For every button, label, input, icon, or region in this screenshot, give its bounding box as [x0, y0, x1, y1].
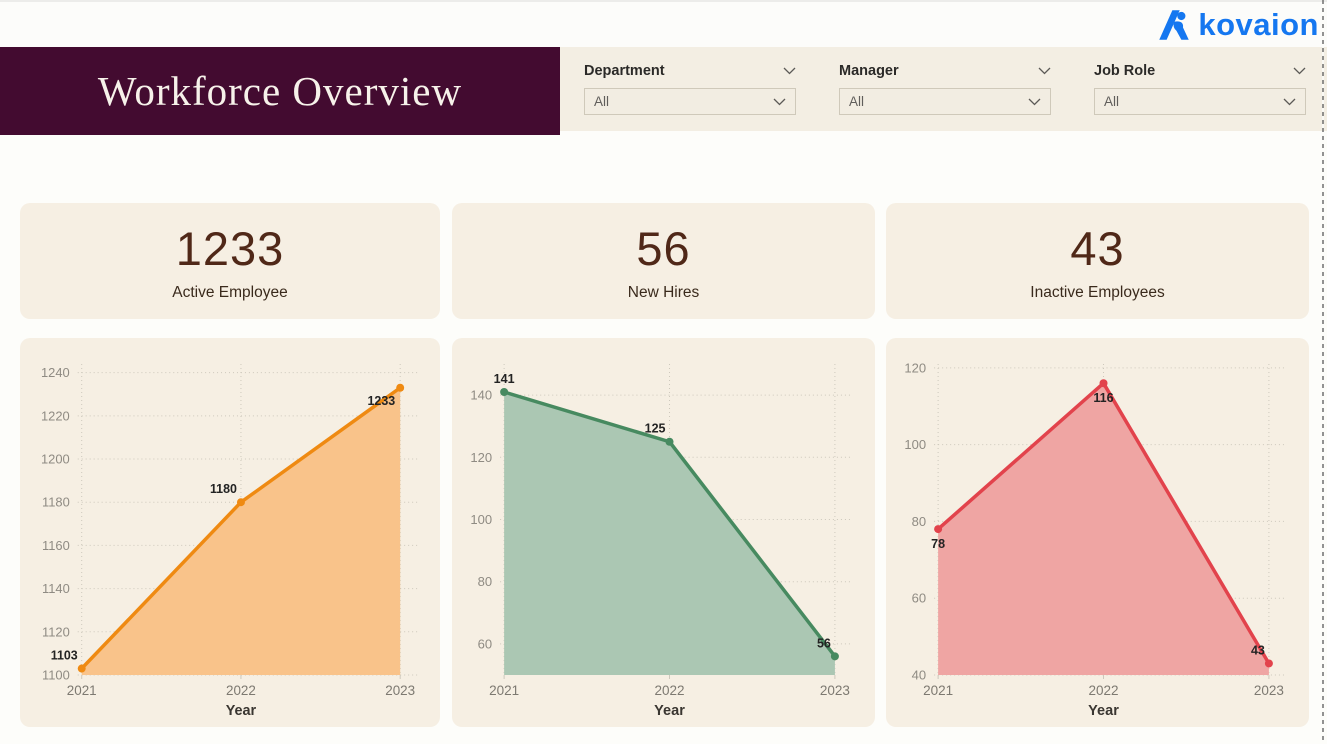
svg-text:2021: 2021	[923, 683, 953, 698]
svg-text:1233: 1233	[368, 394, 396, 408]
svg-text:1180: 1180	[42, 495, 70, 510]
kpi-card-inactive-employees: 43 Inactive Employees	[886, 203, 1309, 319]
filter-department-value: All	[594, 94, 610, 109]
svg-text:1120: 1120	[42, 624, 70, 639]
kpi-card-new-hires: 56 New Hires	[452, 203, 875, 319]
filter-department: Department All	[584, 63, 796, 115]
svg-text:Year: Year	[654, 703, 685, 719]
chevron-down-icon[interactable]	[1038, 67, 1051, 75]
kovaion-logo-text: kovaion	[1198, 7, 1319, 42]
kpi-value-inactive-employees: 43	[1070, 221, 1125, 275]
svg-text:60: 60	[912, 591, 926, 606]
kpi-value-new-hires: 56	[636, 221, 691, 275]
svg-text:80: 80	[912, 514, 926, 529]
top-bar: kovaion	[0, 0, 1327, 47]
svg-text:2023: 2023	[1254, 683, 1284, 698]
svg-text:1103: 1103	[51, 648, 78, 662]
report-title-banner: Workforce Overview	[0, 47, 560, 135]
filter-department-dropdown[interactable]: All	[584, 88, 796, 115]
filter-manager: Manager All	[839, 63, 1051, 115]
svg-text:Year: Year	[226, 703, 257, 719]
svg-text:56: 56	[817, 636, 831, 650]
chevron-down-icon	[773, 98, 786, 105]
svg-text:43: 43	[1251, 643, 1265, 657]
svg-text:140: 140	[470, 388, 492, 403]
svg-text:100: 100	[470, 512, 492, 527]
svg-text:120: 120	[904, 360, 926, 375]
svg-text:80: 80	[478, 574, 492, 589]
svg-text:1140: 1140	[42, 581, 70, 596]
svg-text:2023: 2023	[385, 683, 415, 698]
page-title: Workforce Overview	[97, 68, 463, 114]
kpi-card-active-employee: 1233 Active Employee	[20, 203, 440, 319]
svg-text:125: 125	[645, 422, 666, 436]
svg-text:1180: 1180	[210, 482, 237, 496]
svg-text:141: 141	[494, 372, 515, 386]
inactive-employees-area-chart[interactable]: 40 60 80 100 120 78 116 43 2021 2022 2023 Year	[886, 338, 1309, 727]
filter-manager-header[interactable]: Manager	[839, 63, 1051, 79]
canvas-edge-selection-marks	[1322, 0, 1324, 744]
svg-text:100: 100	[904, 437, 926, 452]
kpi-label-new-hires: New Hires	[627, 283, 700, 301]
svg-text:2022: 2022	[1088, 683, 1118, 698]
svg-text:2023: 2023	[820, 683, 850, 698]
svg-text:2021: 2021	[489, 683, 519, 698]
chevron-down-icon	[1028, 98, 1041, 105]
chevron-down-icon[interactable]	[783, 67, 796, 75]
svg-text:Year: Year	[1088, 703, 1119, 719]
svg-text:2022: 2022	[226, 683, 256, 698]
filter-job-role-header[interactable]: Job Role	[1094, 63, 1306, 79]
filter-manager-label: Manager	[839, 63, 899, 79]
svg-text:1220: 1220	[41, 408, 70, 423]
svg-text:116: 116	[1093, 391, 1113, 405]
filter-job-role: Job Role All	[1094, 63, 1306, 115]
filter-bar: Department All Manager All Job Role All	[560, 47, 1327, 131]
svg-text:1100: 1100	[42, 667, 70, 682]
chart-card-active-employees: 1100 1120 1140 1160 1180 1200 1220 1240 1103 1180…	[20, 338, 440, 727]
chart-card-new-hires: 60 80 100 120 140 141 125 56 2021 2022 2023 Year	[452, 338, 875, 727]
filter-manager-dropdown[interactable]: All	[839, 88, 1051, 115]
filter-department-header[interactable]: Department	[584, 63, 796, 79]
kovaion-logo-icon	[1159, 10, 1190, 40]
chart-card-inactive-employees: 40 60 80 100 120 78 116 43 2021 2022 2023 Year	[886, 338, 1309, 727]
svg-text:1240: 1240	[41, 365, 70, 380]
filter-job-role-label: Job Role	[1094, 63, 1156, 79]
chevron-down-icon	[1283, 98, 1296, 105]
svg-text:1200: 1200	[41, 451, 70, 466]
filter-job-role-dropdown[interactable]: All	[1094, 88, 1306, 115]
svg-text:1160: 1160	[42, 538, 70, 553]
svg-text:78: 78	[931, 537, 945, 551]
filter-department-label: Department	[584, 63, 665, 79]
svg-text:40: 40	[912, 668, 926, 683]
svg-text:60: 60	[478, 636, 492, 651]
kpi-label-active-employee: Active Employee	[172, 283, 288, 301]
kovaion-logo: kovaion	[1156, 7, 1319, 43]
filter-job-role-value: All	[1104, 94, 1120, 109]
chevron-down-icon[interactable]	[1293, 67, 1306, 75]
svg-text:120: 120	[470, 450, 492, 465]
kpi-label-inactive-employees: Inactive Employees	[1030, 283, 1165, 301]
kpi-value-active-employee: 1233	[175, 221, 285, 275]
filter-manager-value: All	[849, 94, 865, 109]
svg-text:2021: 2021	[67, 683, 97, 698]
svg-text:2022: 2022	[654, 683, 684, 698]
active-employees-area-chart[interactable]: 1100 1120 1140 1160 1180 1200 1220 1240 1103 1180…	[20, 338, 440, 727]
